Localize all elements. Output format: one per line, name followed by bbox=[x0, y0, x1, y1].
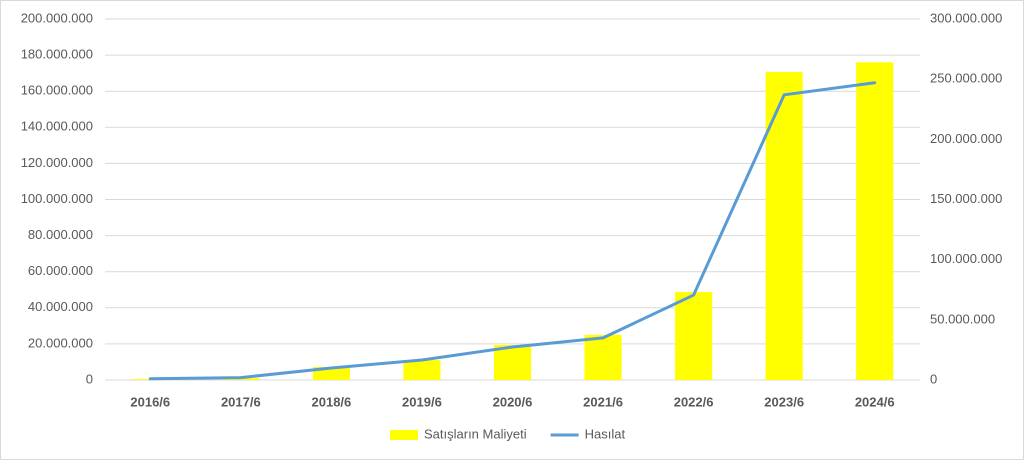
y2-tick-label: 250.000.000 bbox=[930, 71, 1002, 86]
x-tick-label: 2016/6 bbox=[130, 394, 170, 409]
bar bbox=[493, 344, 532, 380]
bar bbox=[856, 62, 894, 380]
legend-label: Hasılat bbox=[585, 426, 626, 441]
y2-tick-label: 300.000.000 bbox=[930, 10, 1002, 25]
x-tick-label: 2021/6 bbox=[583, 394, 623, 409]
y2-tick-label: 100.000.000 bbox=[930, 251, 1002, 266]
x-tick-label: 2020/6 bbox=[493, 394, 533, 409]
y2-tick-label: 150.000.000 bbox=[930, 191, 1002, 206]
y-tick-label: 200.000.000 bbox=[21, 10, 93, 25]
y2-tick-label: 0 bbox=[930, 371, 937, 386]
y-tick-label: 180.000.000 bbox=[21, 47, 93, 62]
bar bbox=[675, 291, 713, 380]
x-tick-label: 2018/6 bbox=[312, 394, 352, 409]
bar bbox=[584, 334, 622, 380]
x-tick-label: 2019/6 bbox=[402, 394, 442, 409]
bar bbox=[403, 360, 441, 380]
x-tick-label: 2023/6 bbox=[764, 394, 804, 409]
y2-tick-label: 50.000.000 bbox=[930, 311, 995, 326]
y2-tick-label: 200.000.000 bbox=[930, 131, 1002, 146]
y-tick-label: 60.000.000 bbox=[28, 263, 93, 278]
y-tick-label: 80.000.000 bbox=[28, 227, 93, 242]
y-tick-label: 120.000.000 bbox=[21, 155, 93, 170]
line bbox=[148, 81, 877, 381]
x-tick-label: 2022/6 bbox=[674, 394, 714, 409]
x-tick-label: 2017/6 bbox=[221, 394, 261, 409]
bar bbox=[765, 72, 803, 380]
y-tick-label: 0 bbox=[86, 371, 93, 386]
y-tick-label: 100.000.000 bbox=[21, 191, 93, 206]
y-tick-label: 40.000.000 bbox=[28, 299, 93, 314]
legend-label: Satışların Maliyeti bbox=[424, 426, 527, 441]
y-tick-label: 160.000.000 bbox=[21, 83, 93, 98]
legend-swatch bbox=[390, 430, 418, 440]
bar bbox=[222, 378, 260, 380]
y-tick-label: 140.000.000 bbox=[21, 119, 93, 134]
x-tick-label: 2024/6 bbox=[855, 394, 895, 409]
y-tick-label: 20.000.000 bbox=[28, 335, 93, 350]
